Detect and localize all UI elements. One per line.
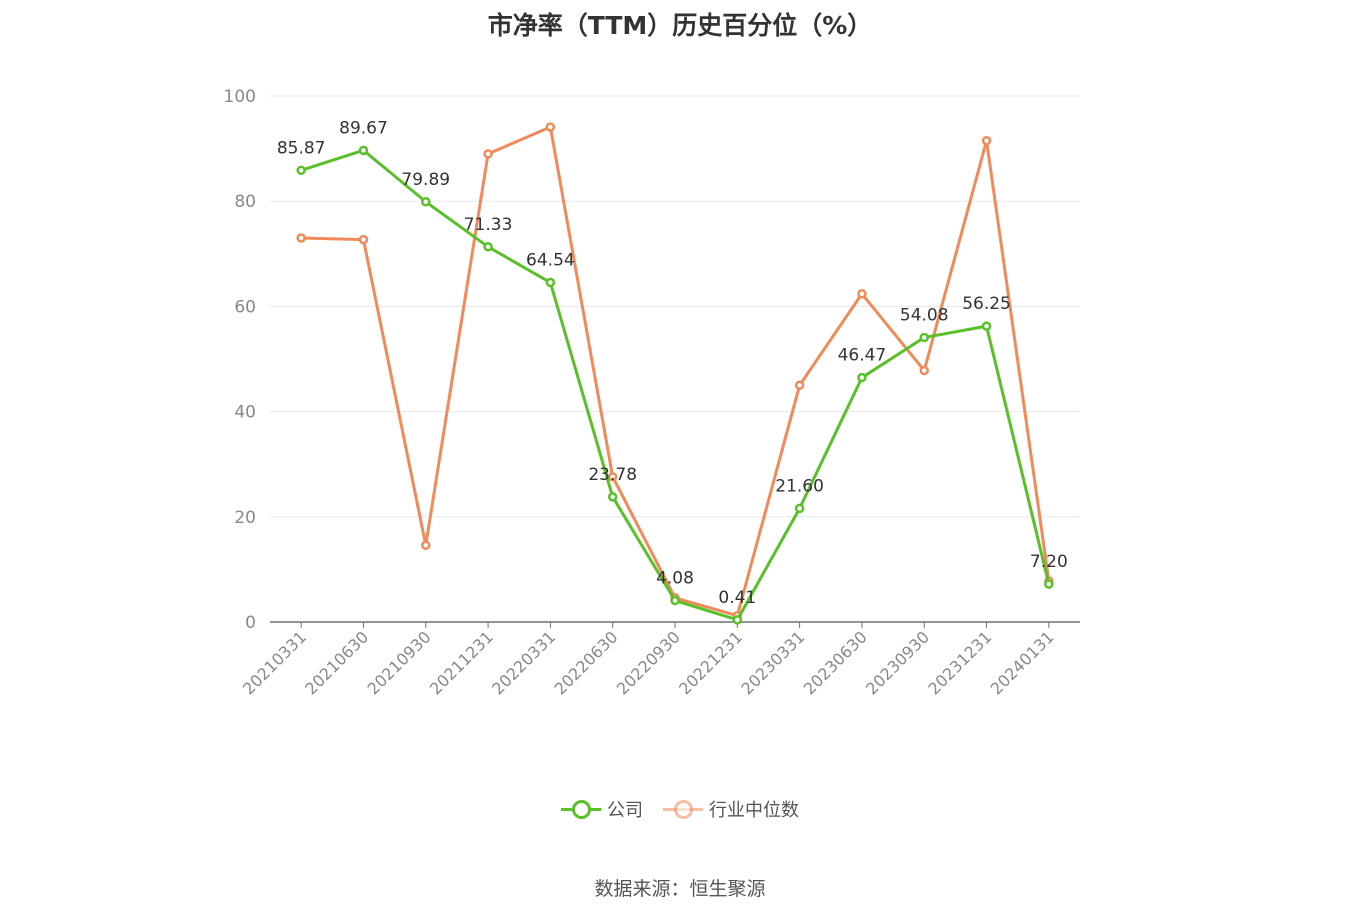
data-label: 46.47: [838, 346, 887, 366]
industry-point: [981, 135, 992, 146]
company-point: [545, 277, 556, 288]
y-tick-label: 20: [234, 508, 256, 528]
company-series-line: [300, 148, 1051, 622]
data-label: 71.33: [464, 215, 513, 235]
data-label: 7.20: [1030, 552, 1068, 572]
x-tick-label: 20210930: [364, 627, 435, 698]
data-label: 4.08: [656, 569, 694, 589]
data-label: 89.67: [339, 118, 388, 138]
industry-point: [483, 149, 493, 159]
company-point: [794, 503, 805, 514]
company-point: [981, 321, 992, 331]
data-label: 23.78: [588, 465, 637, 485]
x-tick-label: 20230630: [800, 627, 871, 698]
data-label: 21.60: [775, 476, 824, 496]
company-point: [421, 197, 431, 207]
y-tick-label: 0: [245, 613, 256, 633]
company-point: [1044, 579, 1054, 589]
y-tick-label: 60: [234, 297, 256, 317]
industry-point: [358, 234, 369, 245]
x-tick-label: 20220630: [551, 627, 622, 698]
x-tick-label: 20230331: [737, 627, 808, 698]
data-label: 54.08: [900, 306, 949, 326]
industry-point: [857, 289, 867, 299]
data-source: 数据来源：恒生聚源: [594, 878, 766, 900]
x-tick-label: 20220930: [613, 627, 684, 698]
company-point: [919, 332, 929, 343]
data-label: 85.87: [277, 138, 326, 158]
y-axis: 0 20 40 60 80 100: [224, 87, 256, 633]
industry-point: [919, 365, 929, 376]
x-tick-label: 20230930: [862, 627, 933, 698]
industry-point: [296, 233, 306, 243]
company-point: [483, 242, 493, 252]
legend-company-label: 公司: [607, 800, 643, 821]
x-tick-label: 20210630: [301, 627, 372, 698]
x-tick-label: 20220331: [488, 627, 559, 698]
y-tick-label: 80: [234, 192, 256, 212]
x-tick-label: 20240131: [987, 627, 1058, 698]
industry-point: [421, 540, 431, 550]
legend-industry-marker-icon: [663, 799, 703, 819]
data-label-layer: 85.87 89.67 79.89 71.33 64.54 23.78 4.08 0.41 21…: [277, 118, 1068, 608]
company-point: [358, 145, 369, 156]
industry-point: [794, 380, 805, 391]
company-point: [607, 492, 618, 502]
legend: 公司 行业中位数: [0, 796, 1360, 822]
y-tick-label: 100: [224, 87, 256, 107]
series-layer: [296, 122, 1054, 625]
chart-title: 市净率（TTM）历史百分位（%）: [487, 11, 873, 40]
company-point: [670, 595, 680, 606]
company-point: [296, 165, 306, 176]
data-label: 0.41: [718, 588, 756, 608]
legend-item-company[interactable]: 公司: [561, 796, 643, 822]
data-label: 56.25: [962, 294, 1011, 314]
x-tick-label: 20231231: [924, 627, 995, 698]
company-point: [732, 615, 743, 625]
data-label: 64.54: [526, 251, 575, 271]
company-point: [857, 372, 867, 383]
x-tick-label: 20221231: [675, 627, 746, 698]
y-tick-label: 40: [234, 403, 256, 423]
industry-series-line: [301, 125, 1051, 618]
industry-point: [607, 472, 618, 482]
x-tick-label: 20211231: [426, 627, 497, 698]
legend-industry-label: 行业中位数: [709, 800, 799, 821]
industry-point: [545, 122, 556, 132]
legend-company-marker-icon: [561, 799, 601, 819]
x-axis: 2021033120210630202109302021123120220331…: [239, 621, 1080, 698]
data-label: 79.89: [401, 170, 450, 190]
x-tick-label: 20210331: [239, 627, 310, 698]
grid-layer: [270, 95, 1080, 518]
legend-item-industry[interactable]: 行业中位数: [663, 796, 799, 822]
